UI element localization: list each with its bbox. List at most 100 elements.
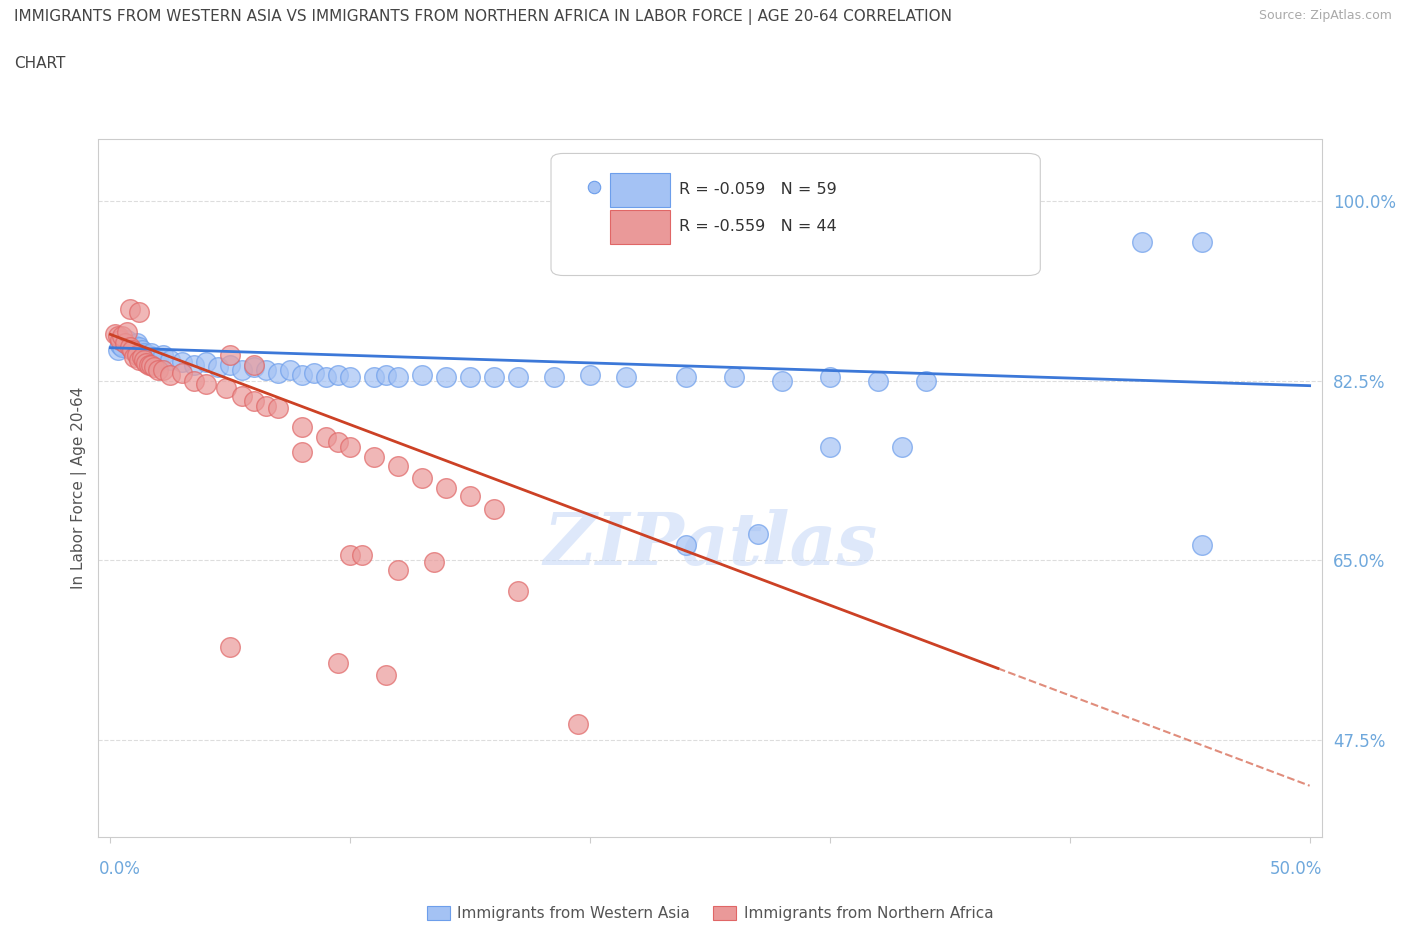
Point [141,345,163,360]
Point [107,329,129,344]
Point [219,640,242,655]
Point [243,358,266,373]
Point [231,389,253,404]
Point [128,339,150,354]
Point [254,363,277,378]
Text: CHART: CHART [14,56,66,71]
Point [866,373,889,388]
Point [142,350,165,365]
Point [1191,538,1213,552]
FancyBboxPatch shape [551,153,1040,275]
Point [231,363,253,378]
Point [172,354,194,369]
Point [195,377,218,392]
Point [352,548,374,563]
Point [339,440,361,455]
Point [214,380,236,395]
Point [207,360,229,375]
Point [148,363,170,378]
Text: R = -0.059   N = 59: R = -0.059 N = 59 [679,182,837,197]
Point [890,440,912,455]
Point [328,434,350,449]
Point [195,354,218,369]
Point [115,332,138,347]
Point [135,350,157,365]
Point [219,358,242,373]
Point [115,325,138,339]
Point [138,348,160,363]
Text: 50.0%: 50.0% [1270,860,1322,878]
Point [434,481,457,496]
Point [818,440,841,455]
Point [723,370,745,385]
Point [291,368,314,383]
Point [328,368,350,383]
Point [114,335,136,350]
Point [118,301,141,316]
FancyBboxPatch shape [610,210,669,245]
Point [183,358,205,373]
Point [152,363,174,378]
Point [135,355,157,370]
Point [183,373,205,388]
Point [148,351,170,365]
Point [328,656,350,671]
Point [387,458,409,473]
Point [614,370,637,385]
Point [131,350,153,365]
Point [152,348,174,363]
Point [411,368,433,383]
Point [315,430,337,445]
Point [111,339,134,354]
Point [114,335,136,350]
Text: Source: ZipAtlas.com: Source: ZipAtlas.com [1258,9,1392,22]
Point [104,327,127,342]
Point [159,352,181,367]
Point [482,501,505,516]
Point [128,352,150,367]
Point [172,365,194,380]
Point [243,393,266,408]
Point [243,360,266,375]
Point [458,370,481,385]
Point [132,352,155,367]
Point [363,450,385,465]
Point [411,471,433,485]
Point [915,373,938,388]
Point [131,342,153,357]
Point [315,370,337,385]
Text: IMMIGRANTS FROM WESTERN ASIA VS IMMIGRANTS FROM NORTHERN AFRICA IN LABOR FORCE |: IMMIGRANTS FROM WESTERN ASIA VS IMMIGRAN… [14,9,952,25]
Point [267,401,290,416]
Text: ZIPatlas: ZIPatlas [543,509,877,579]
Point [770,373,793,388]
Point [387,370,409,385]
Point [458,489,481,504]
Point [132,345,155,360]
FancyBboxPatch shape [610,173,669,207]
Point [508,370,530,385]
Point [543,370,565,385]
Point [145,352,167,367]
Point [387,563,409,578]
Point [675,538,697,552]
Point [118,339,141,354]
Point [375,668,398,683]
Point [579,368,602,383]
Y-axis label: In Labor Force | Age 20-64: In Labor Force | Age 20-64 [72,387,87,590]
Point [141,358,163,373]
Point [747,527,769,542]
Point [818,370,841,385]
Point [304,365,326,380]
Point [339,370,361,385]
Point [219,348,242,363]
Point [159,368,181,383]
Point [125,348,148,363]
Point [121,342,143,357]
Point [434,370,457,385]
Text: R = -0.559   N = 44: R = -0.559 N = 44 [679,219,837,234]
Point [482,370,505,385]
Point [267,365,290,380]
Text: 0.0%: 0.0% [98,860,141,878]
Point [508,583,530,598]
Point [125,335,148,350]
